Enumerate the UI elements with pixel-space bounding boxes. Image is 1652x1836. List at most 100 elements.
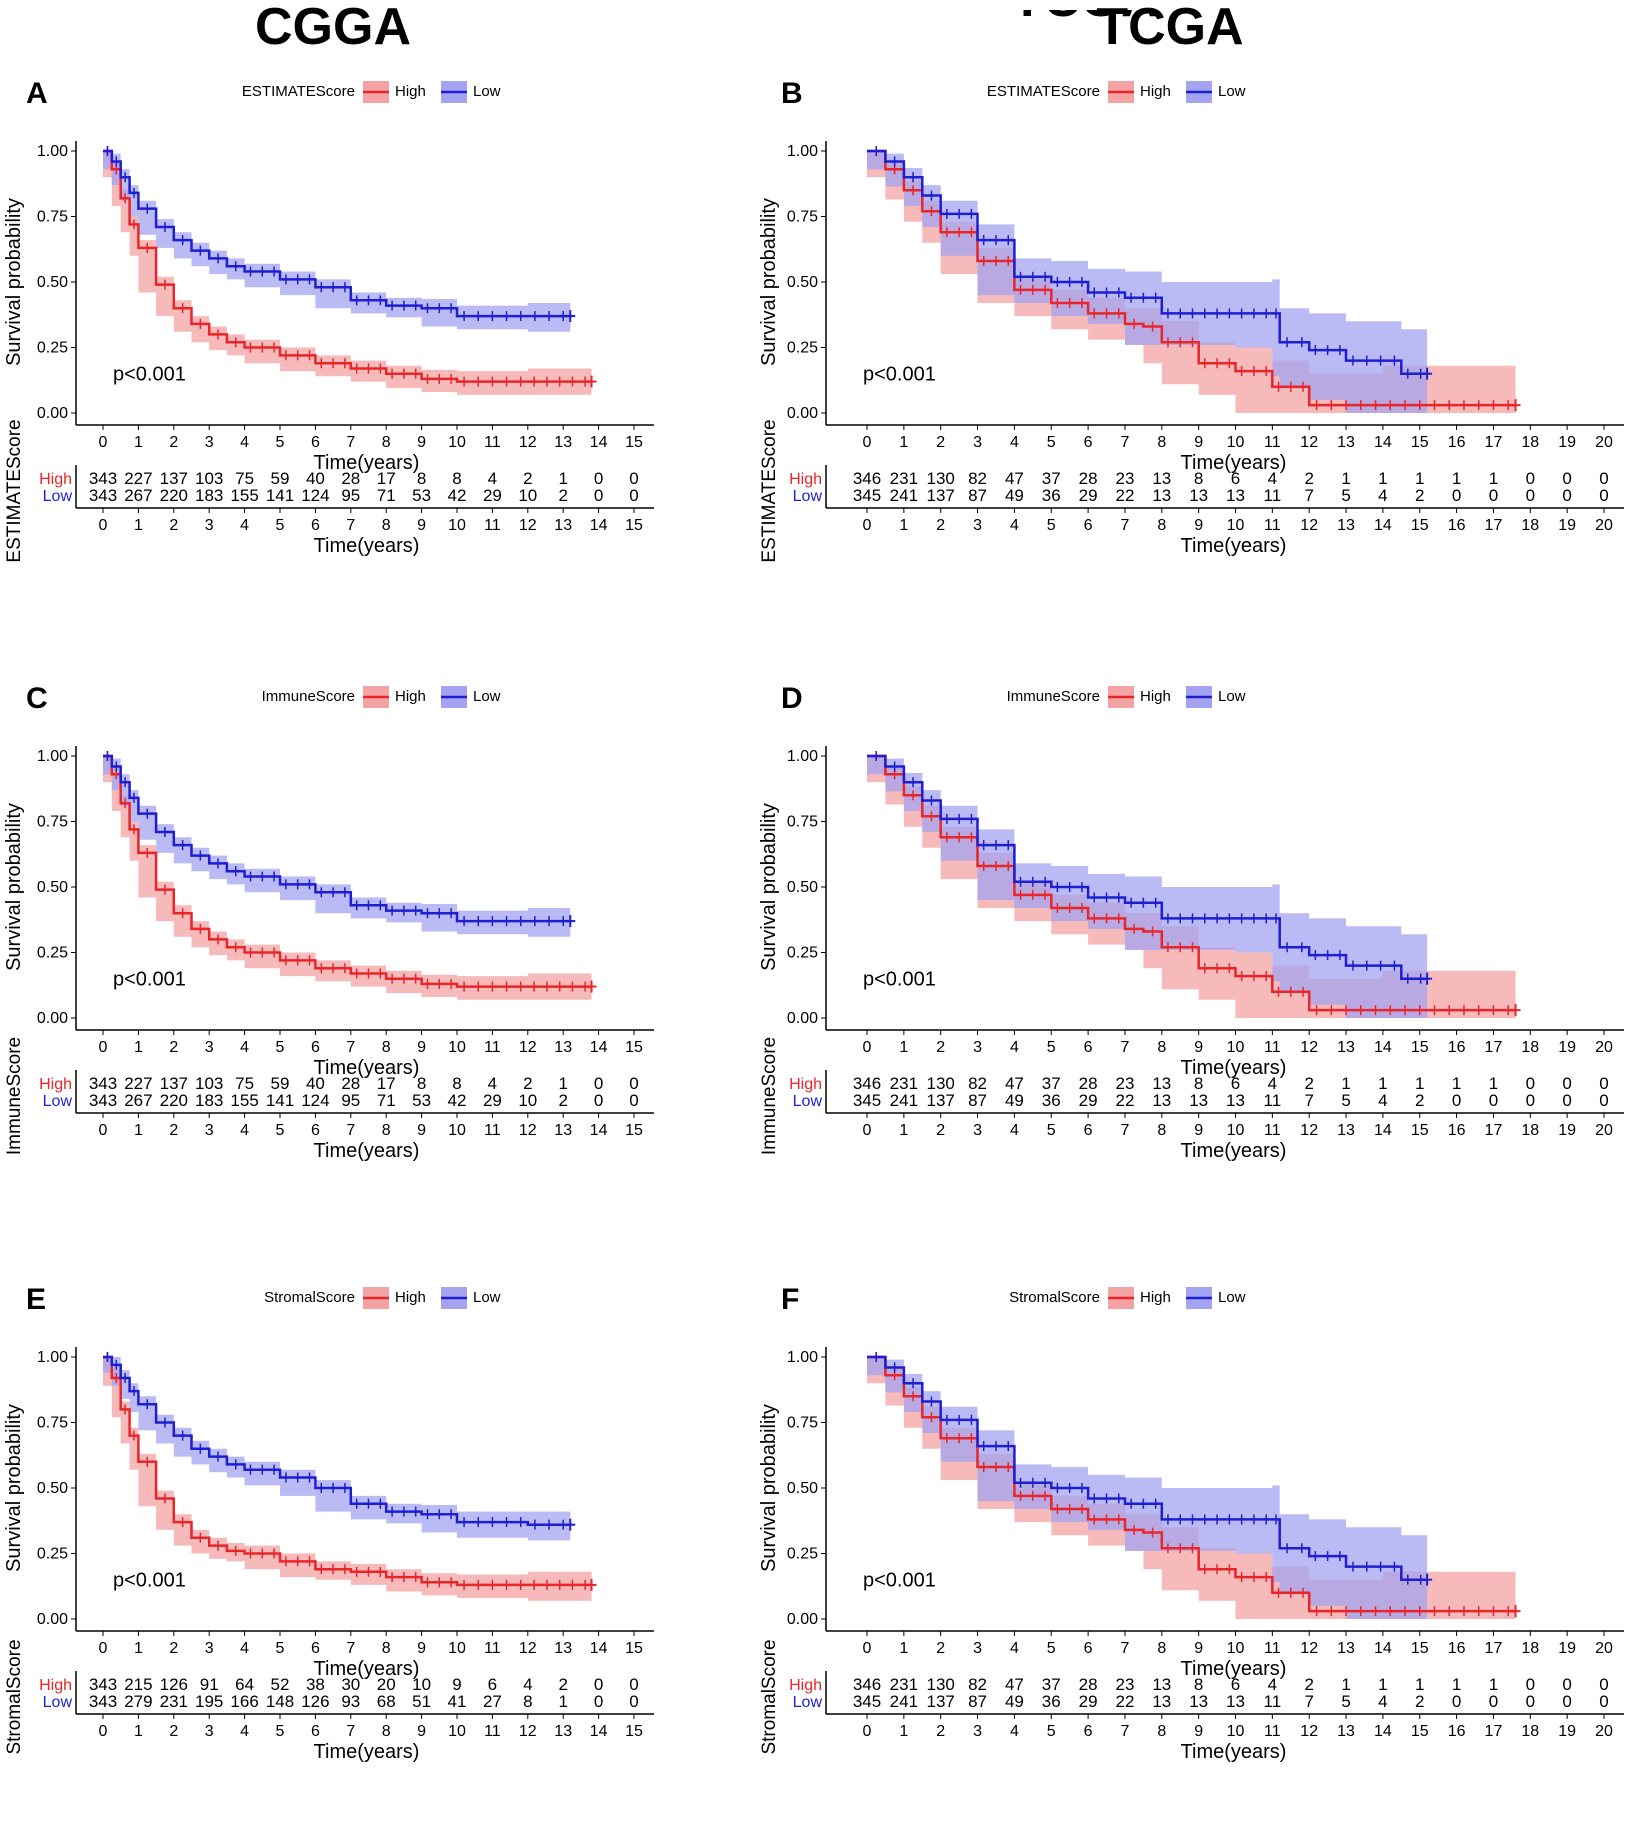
ci-band-high	[103, 756, 592, 1000]
risk-count: 36	[1042, 1091, 1061, 1110]
risk-x-tick-label: 2	[169, 1122, 178, 1139]
x-tick-label: 16	[1448, 1640, 1466, 1657]
risk-count: 75	[235, 1074, 254, 1093]
risk-x-tick-label: 17	[1485, 517, 1503, 534]
risk-count: 155	[230, 1091, 258, 1110]
risk-x-tick-label: 1	[899, 517, 908, 534]
x-axis-label: Time(years)	[314, 1057, 420, 1079]
risk-x-axis-label: Time(years)	[1181, 1741, 1287, 1763]
risk-count: 13	[1189, 1091, 1208, 1110]
risk-table-title: ImmuneScore	[4, 1037, 25, 1155]
risk-count: 82	[968, 1675, 987, 1694]
risk-count: 1	[1452, 1074, 1461, 1093]
y-axis-label: Survival probability	[3, 803, 25, 971]
y-tick-label: 0.75	[787, 814, 818, 831]
risk-count: 126	[301, 1692, 329, 1711]
risk-count: 40	[306, 469, 325, 488]
risk-count: 51	[412, 1692, 431, 1711]
x-tick-label: 2	[169, 1640, 178, 1657]
x-tick-label: 3	[973, 434, 982, 451]
risk-count: 5	[1341, 1692, 1350, 1711]
risk-x-tick-label: 19	[1558, 517, 1576, 534]
risk-count: 0	[594, 1692, 603, 1711]
risk-x-tick-label: 10	[1227, 1122, 1245, 1139]
risk-count: 37	[1042, 1074, 1061, 1093]
y-tick-label: 0.25	[37, 340, 68, 357]
y-tick-label: 0.50	[37, 1480, 68, 1497]
risk-x-tick-label: 7	[1120, 1723, 1129, 1740]
risk-x-tick-label: 0	[863, 517, 872, 534]
risk-x-tick-label: 15	[625, 1122, 643, 1139]
risk-count: 0	[629, 1692, 638, 1711]
risk-x-tick-label: 0	[863, 1122, 872, 1139]
p-value: p<0.001	[863, 364, 936, 386]
risk-row-label-high: High	[39, 1677, 72, 1694]
panels: A ESTIMATEScore High Low0.000.250.500.751.0…	[3, 77, 1624, 1763]
risk-x-tick-label: 13	[554, 1723, 572, 1740]
risk-count: 5	[1341, 1091, 1350, 1110]
x-tick-label: 13	[1337, 1640, 1355, 1657]
risk-x-tick-label: 11	[484, 517, 501, 534]
legend-label-high: High	[395, 1289, 426, 1306]
risk-x-tick-label: 18	[1521, 517, 1539, 534]
ci-band-low	[103, 151, 571, 332]
risk-x-tick-label: 2	[936, 517, 945, 534]
risk-count: 279	[124, 1692, 152, 1711]
risk-count: 10	[518, 1091, 537, 1110]
risk-count: 9	[452, 1675, 461, 1694]
risk-count: 2	[558, 1675, 567, 1694]
x-tick-label: 3	[205, 1640, 214, 1657]
risk-count: 28	[341, 469, 360, 488]
risk-count: 183	[195, 486, 223, 505]
x-axis-label: Time(years)	[314, 1658, 420, 1680]
risk-x-tick-label: 18	[1521, 1723, 1539, 1740]
survival-curve-high	[103, 754, 592, 988]
risk-count: 36	[1042, 1692, 1061, 1711]
risk-x-tick-label: 8	[1157, 517, 1166, 534]
risk-count: 6	[1231, 469, 1240, 488]
x-tick-label: 8	[382, 1039, 391, 1056]
risk-x-tick-label: 3	[205, 1723, 214, 1740]
risk-count: 1	[1489, 1074, 1498, 1093]
risk-x-tick-label: 13	[554, 1122, 572, 1139]
x-tick-label: 10	[1227, 1640, 1245, 1657]
x-tick-label: 17	[1485, 434, 1503, 451]
title-mask	[960, 0, 1220, 10]
p-value: p<0.001	[113, 364, 186, 386]
y-tick-label: 0.50	[37, 274, 68, 291]
risk-x-tick-label: 15	[1411, 517, 1429, 534]
ci-band-low	[867, 1357, 1428, 1619]
risk-x-tick-label: 1	[899, 1122, 908, 1139]
y-tick-label: 0.00	[37, 1010, 68, 1027]
risk-count: 343	[89, 1692, 117, 1711]
risk-x-tick-label: 5	[1047, 1723, 1056, 1740]
risk-count: 2	[558, 1091, 567, 1110]
panel-b: B ESTIMATEScore High Low0.000.250.500.751.0…	[758, 77, 1624, 563]
risk-count: 7	[1304, 1692, 1313, 1711]
x-tick-label: 8	[382, 434, 391, 451]
risk-count: 0	[1452, 1692, 1461, 1711]
risk-count: 137	[927, 1091, 955, 1110]
risk-count: 4	[1268, 1074, 1277, 1093]
risk-count: 10	[518, 486, 537, 505]
x-axis-label: Time(years)	[1181, 1057, 1287, 1079]
risk-count: 0	[594, 486, 603, 505]
x-tick-label: 16	[1448, 1039, 1466, 1056]
risk-x-tick-label: 6	[1084, 1122, 1093, 1139]
risk-count: 137	[160, 1074, 188, 1093]
x-tick-label: 5	[276, 434, 285, 451]
risk-x-tick-label: 3	[205, 1122, 214, 1139]
risk-x-tick-label: 2	[936, 1122, 945, 1139]
risk-x-tick-label: 5	[276, 1723, 285, 1740]
risk-count: 0	[1526, 1675, 1535, 1694]
x-tick-label: 15	[1411, 1039, 1429, 1056]
x-tick-label: 1	[899, 434, 908, 451]
risk-count: 2	[1415, 486, 1424, 505]
y-tick-label: 0.25	[37, 1546, 68, 1563]
risk-count: 7	[1304, 486, 1313, 505]
risk-count: 1	[1415, 1675, 1424, 1694]
y-tick-label: 0.00	[787, 405, 818, 422]
risk-x-tick-label: 16	[1448, 1723, 1466, 1740]
y-tick-label: 1.00	[37, 748, 68, 765]
